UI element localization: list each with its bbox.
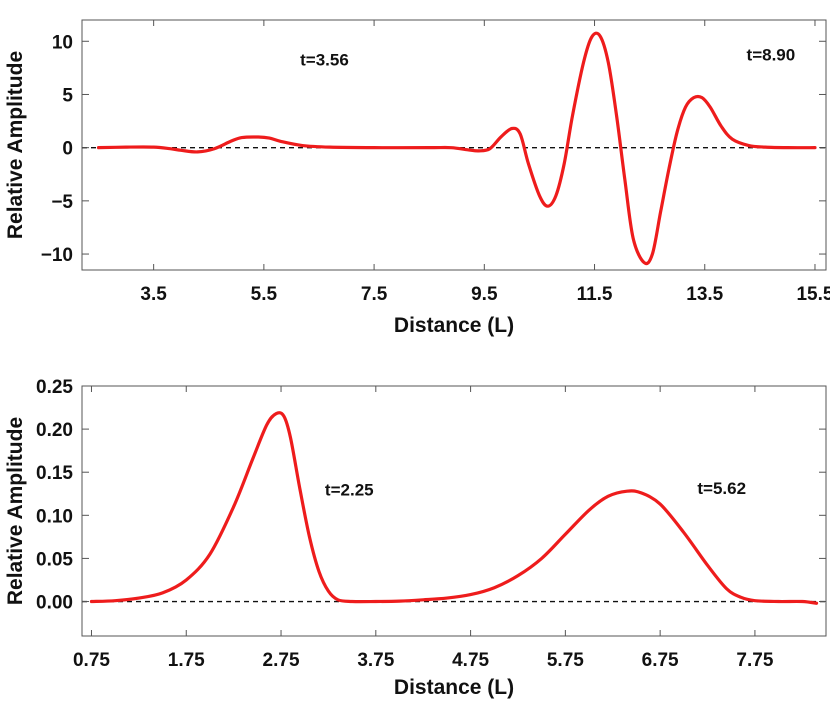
top-y-tick-label: 0 — [62, 139, 73, 160]
top-x-axis-label: Distance (L) — [394, 314, 514, 337]
bottom-y-tick-label: 0.20 — [36, 420, 73, 441]
bottom-x-tick-label: 2.75 — [263, 650, 300, 671]
bottom-annotations: t=2.25 t=5.62 — [325, 479, 746, 500]
top-y-tick-label: 10 — [52, 32, 73, 53]
bottom-x-tick-label: 0.75 — [73, 650, 110, 671]
top-y-tick-label: −5 — [51, 192, 73, 213]
bottom-time-annotation: t=5.62 — [697, 479, 746, 498]
bottom-x-tick-label: 7.75 — [736, 650, 773, 671]
top-y-ticks: −10 −5 0 5 10 — [41, 32, 826, 266]
top-x-tick-label: 3.5 — [140, 284, 167, 305]
top-x-tick-label: 11.5 — [577, 284, 613, 305]
bottom-y-tick-label: 0.25 — [36, 377, 73, 398]
bottom-x-tick-label: 5.75 — [547, 650, 584, 671]
bottom-time-annotation: t=2.25 — [325, 480, 374, 499]
top-time-annotation: t=8.90 — [747, 45, 796, 64]
bottom-x-axis-label: Distance (L) — [394, 676, 514, 699]
bottom-series-line — [89, 411, 819, 605]
top-annotations: t=3.56 t=8.90 — [300, 45, 795, 69]
bottom-chart: 0.75 1.75 2.75 3.75 4.75 5.75 6.75 7.75 0.000.0… — [4, 377, 827, 699]
bottom-plot-frame — [81, 385, 827, 637]
top-y-tick-label: −10 — [41, 245, 73, 266]
top-x-ticks: 3.5 5.5 7.5 9.5 11.5 13.5 15.5 — [140, 20, 830, 305]
bottom-y-tick-label: 0.00 — [36, 593, 73, 614]
bottom-x-tick-label: 3.75 — [357, 650, 394, 671]
bottom-y-axis-label: Relative Amplitude — [4, 417, 27, 605]
bottom-y-ticks: 0.00 0.05 0.10 0.15 0.20 0.25 — [36, 377, 826, 614]
top-time-annotation: t=3.56 — [300, 51, 349, 70]
top-x-tick-label: 9.5 — [471, 284, 498, 305]
bottom-x-tick-label: 6.75 — [642, 650, 679, 671]
bottom-x-ticks: 0.75 1.75 2.75 3.75 4.75 5.75 6.75 7.75 — [73, 386, 774, 671]
top-y-tick-label: 5 — [62, 85, 73, 106]
bottom-y-tick-label: 0.05 — [36, 549, 73, 570]
top-x-tick-label: 13.5 — [686, 284, 723, 305]
top-series-line — [96, 31, 817, 266]
bottom-y-tick-label: 0.10 — [36, 506, 73, 527]
top-x-tick-label: 7.5 — [361, 284, 388, 305]
top-x-tick-label: 15.5 — [796, 284, 830, 305]
top-y-axis-label: Relative Amplitude — [4, 51, 27, 239]
top-x-tick-label: 5.5 — [251, 284, 278, 305]
top-plot-frame — [81, 19, 827, 271]
top-chart: 3.5 5.5 7.5 9.5 11.5 13.5 15.5 −10 −5 0 5 10 t=3.5… — [4, 19, 830, 337]
bottom-x-tick-label: 4.75 — [452, 650, 489, 671]
bottom-y-tick-label: 0.15 — [36, 463, 73, 484]
bottom-x-tick-label: 1.75 — [168, 650, 205, 671]
